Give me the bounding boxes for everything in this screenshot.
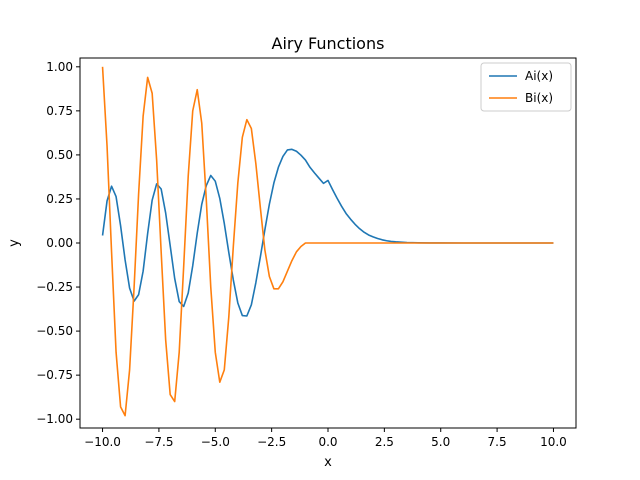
- x-tick-label: 7.5: [488, 435, 507, 449]
- y-tick-label: −0.50: [36, 324, 73, 338]
- x-tick-label: 0.0: [318, 435, 337, 449]
- series-line-1: [101, 66, 554, 417]
- y-tick-label: 0.00: [46, 236, 73, 250]
- legend-box: [480, 62, 572, 112]
- x-axis-ticks: −10.0 −7.5 −5.0 −2.5 0.0 2.5 5.0 7.5 10.0: [84, 428, 567, 449]
- legend-label-0: Ai(x): [525, 69, 553, 83]
- x-tick-label: −2.5: [257, 435, 286, 449]
- x-tick-label: −10.0: [84, 435, 121, 449]
- x-tick-label: −7.5: [144, 435, 173, 449]
- y-tick-label: 0.75: [46, 104, 73, 118]
- x-tick-label: 5.0: [431, 435, 450, 449]
- y-tick-label: −0.25: [36, 280, 73, 294]
- y-axis-ticks: −1.00 −0.75 −0.50 −0.25 0.00 0.25 0.50 0.75 1.00: [36, 60, 80, 426]
- y-tick-label: 1.00: [46, 60, 73, 74]
- y-tick-label: −1.00: [36, 412, 73, 426]
- chart-title: Airy Functions: [272, 34, 385, 53]
- x-tick-label: 2.5: [375, 435, 394, 449]
- x-tick-label: 10.0: [540, 435, 567, 449]
- y-axis-label: y: [7, 239, 22, 247]
- y-tick-label: 0.25: [46, 192, 73, 206]
- series-group: [101, 66, 554, 417]
- legend-label-1: Bi(x): [525, 91, 553, 105]
- x-tick-label: −5.0: [201, 435, 230, 449]
- legend: Ai(x) Bi(x): [480, 62, 572, 112]
- y-tick-label: −0.75: [36, 368, 73, 382]
- x-axis-label: x: [324, 455, 332, 470]
- y-tick-label: 0.50: [46, 148, 73, 162]
